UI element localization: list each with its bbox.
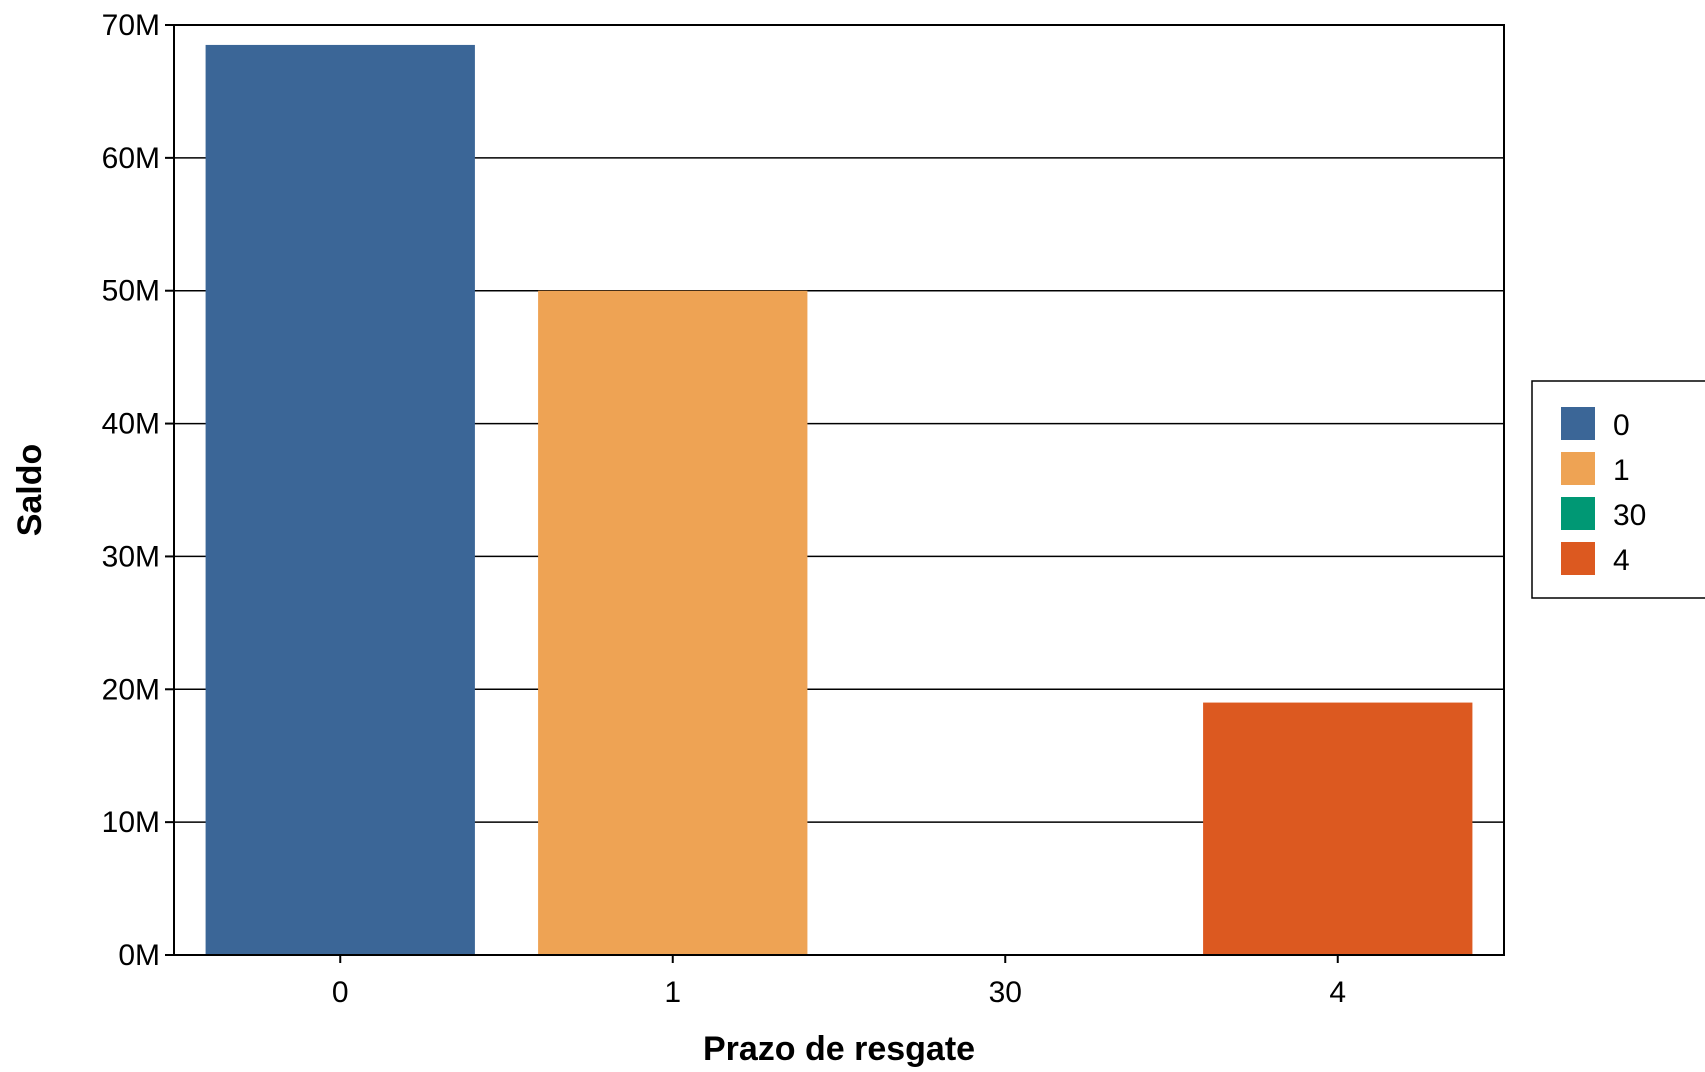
- legend: 0 1 30 4: [1531, 380, 1705, 599]
- legend-swatch-30: [1561, 497, 1595, 530]
- y-axis-title: Saldo: [11, 444, 49, 537]
- plot-frame: [173, 24, 1505, 956]
- x-tick-label: 30: [989, 976, 1022, 1009]
- bar-1: [538, 290, 808, 955]
- y-tick-label: 10M: [102, 806, 160, 839]
- bar-0: [205, 44, 475, 955]
- bar-4: [1203, 702, 1473, 955]
- legend-swatch-1: [1561, 452, 1595, 485]
- x-tick-label: 4: [1329, 976, 1346, 1009]
- x-tick-label: 0: [332, 976, 349, 1009]
- y-tick-label: 50M: [102, 275, 160, 308]
- legend-box: [1531, 380, 1705, 599]
- y-tick-label: 20M: [102, 673, 160, 706]
- y-tick-label: 30M: [102, 540, 160, 573]
- y-axis-ticks: 0M 10M 20M 30M 40M 50M 60M 70M: [102, 9, 174, 972]
- y-tick-label: 60M: [102, 142, 160, 175]
- legend-entries: 0 1 30 4: [1561, 407, 1646, 577]
- legend-label: 0: [1613, 409, 1630, 442]
- bars: [205, 44, 1473, 955]
- y-tick-label: 70M: [102, 9, 160, 42]
- x-axis-title: Prazo de resgate: [703, 1030, 975, 1068]
- y-tick-label: 40M: [102, 408, 160, 441]
- x-tick-label: 1: [664, 976, 681, 1009]
- legend-label: 30: [1613, 499, 1646, 532]
- y-tick-label: 0M: [118, 939, 160, 972]
- legend-label: 4: [1613, 544, 1630, 577]
- legend-label: 1: [1613, 454, 1630, 487]
- legend-swatch-4: [1561, 542, 1595, 575]
- x-axis-ticks: 0 1 30 4: [332, 955, 1346, 1009]
- legend-swatch-0: [1561, 407, 1595, 440]
